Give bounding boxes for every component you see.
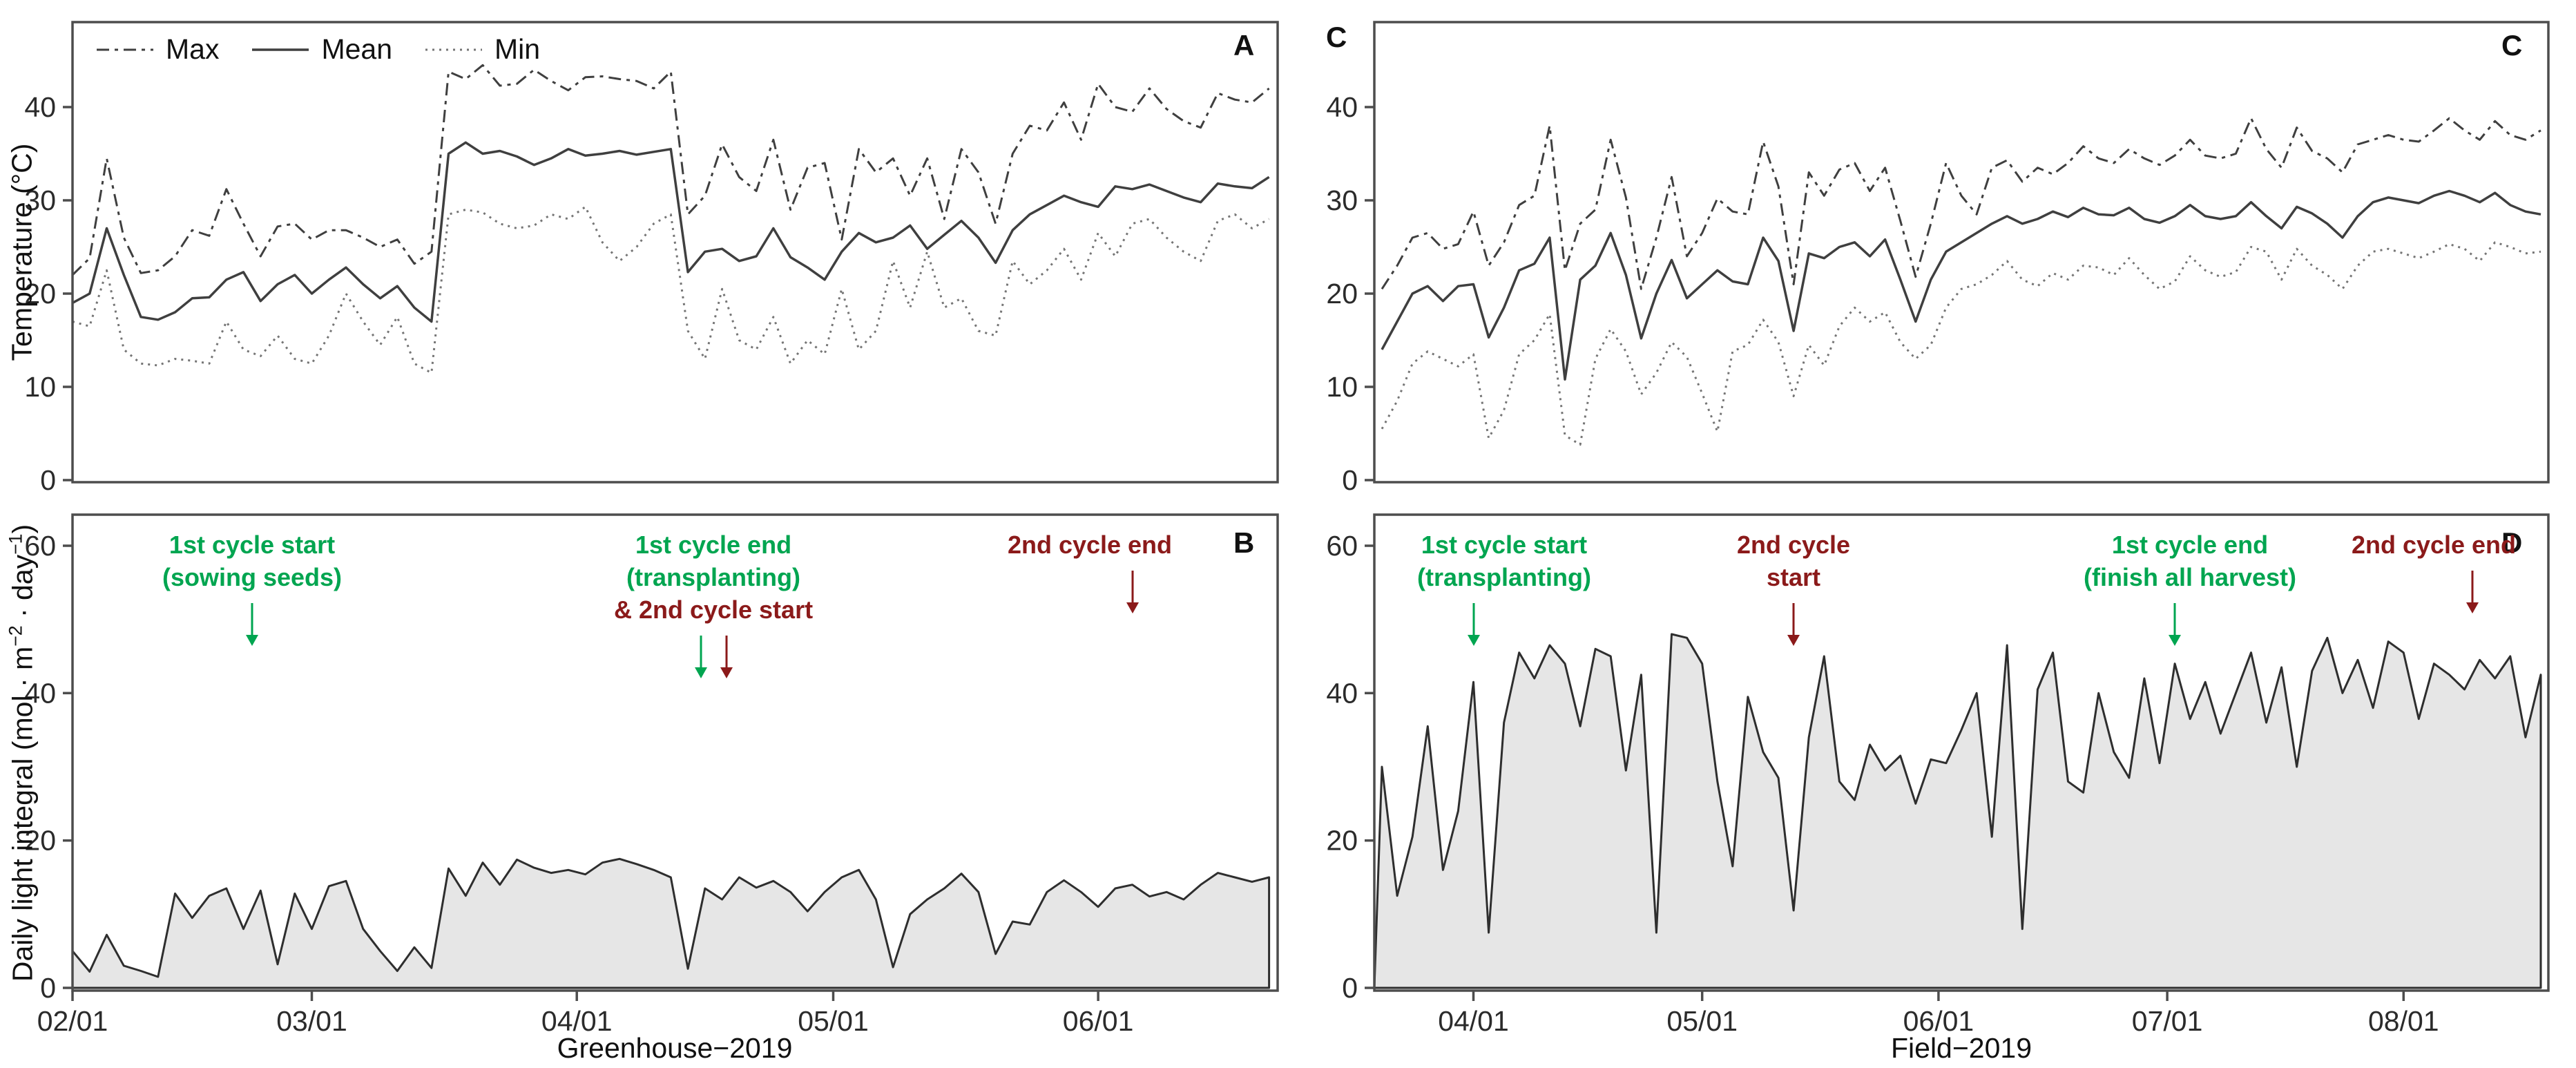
panel-border xyxy=(71,513,1279,992)
y-tick-label: 0 xyxy=(40,464,56,496)
y-tick-label: 0 xyxy=(1342,972,1358,1004)
x-tick-label: 03/01 xyxy=(276,1005,347,1037)
panel-border xyxy=(71,21,1279,484)
y-tick-label: 0 xyxy=(1342,464,1358,496)
dli-area xyxy=(71,857,1271,989)
y-tick-label: 40 xyxy=(24,91,56,123)
min-temp-line xyxy=(1381,241,2541,446)
x-tick-label: 06/01 xyxy=(1903,1005,1974,1037)
x-tick-label: 05/01 xyxy=(798,1005,869,1037)
y-tick-label: 40 xyxy=(1326,677,1358,709)
y-tick-label: 40 xyxy=(24,677,56,709)
y-tick-label: 20 xyxy=(24,278,56,309)
y-tick-label: 60 xyxy=(1326,530,1358,562)
panel-a: 0 10 20 30 40 xyxy=(24,21,1279,496)
x-tick-label: 04/01 xyxy=(1438,1005,1509,1037)
min-temp-line xyxy=(72,205,1270,374)
panel-border xyxy=(1373,513,2550,992)
panel-border xyxy=(1373,21,2550,484)
dli-area xyxy=(1373,633,2542,989)
x-tick-label: 02/01 xyxy=(37,1005,108,1037)
y-tick-label: 20 xyxy=(24,825,56,857)
mean-temp-line xyxy=(72,141,1270,323)
max-temp-line xyxy=(71,64,1270,276)
x-tick-label: 07/01 xyxy=(2132,1005,2203,1037)
panel-d: 0 20 40 60 04/01 05/01 06/01 07/01 08/01 xyxy=(1326,513,2550,1037)
y-tick-label: 30 xyxy=(24,184,56,216)
x-tick-label: 05/01 xyxy=(1666,1005,1738,1037)
x-tick-label: 06/01 xyxy=(1063,1005,1134,1037)
y-tick-label: 40 xyxy=(1326,91,1358,123)
y-tick-label: 0 xyxy=(40,972,56,1004)
panel-b: 0 20 40 60 02/01 03/01 04/01 05/01 06/01 xyxy=(24,513,1279,1037)
y-tick-label: 10 xyxy=(24,371,56,403)
panel-c: 0 10 20 30 40 xyxy=(1326,21,2550,496)
x-tick-label: 08/01 xyxy=(2368,1005,2439,1037)
y-tick-label: 10 xyxy=(1326,371,1358,403)
y-tick-label: 30 xyxy=(1326,184,1358,216)
y-tick-label: 20 xyxy=(1326,278,1358,309)
x-tick-label: 04/01 xyxy=(541,1005,613,1037)
y-tick-label: 20 xyxy=(1326,825,1358,857)
mean-temp-line xyxy=(1381,189,2541,381)
max-temp-line xyxy=(1381,117,2541,290)
y-tick-label: 60 xyxy=(24,530,56,562)
